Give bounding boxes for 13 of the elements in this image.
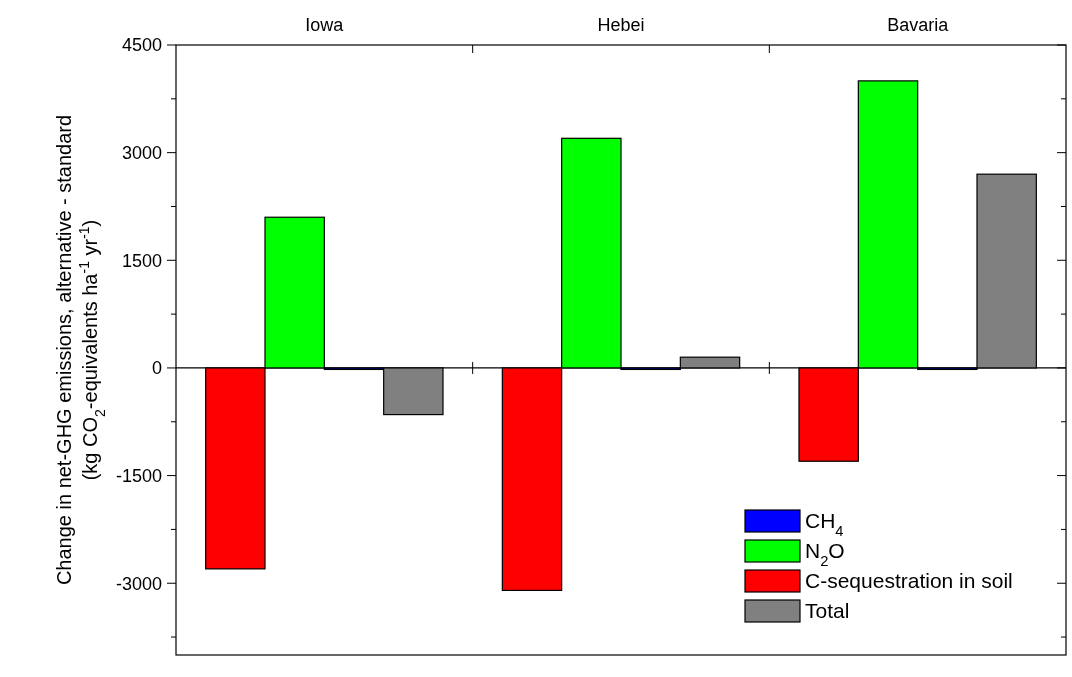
x-tick-label: Hebei bbox=[597, 15, 645, 35]
x-tick-label: Bavaria bbox=[887, 15, 950, 35]
x-tick-label: Iowa bbox=[305, 15, 345, 35]
legend-label: N$_{2}$O bbox=[805, 539, 845, 570]
legend-label: CH$_{4}$ bbox=[805, 509, 844, 540]
y-tick-label: 0 bbox=[151, 358, 162, 379]
legend-label: C-sequestration in soil bbox=[805, 569, 1013, 593]
y-tick-label: -3000 bbox=[115, 573, 162, 594]
y-tick-label: 4500 bbox=[121, 35, 162, 56]
y-tick-label: -1500 bbox=[115, 465, 162, 486]
y-tick-label: 3000 bbox=[121, 142, 162, 163]
legend-label: Total bbox=[805, 599, 850, 623]
y-tick-label: 1500 bbox=[121, 250, 162, 271]
